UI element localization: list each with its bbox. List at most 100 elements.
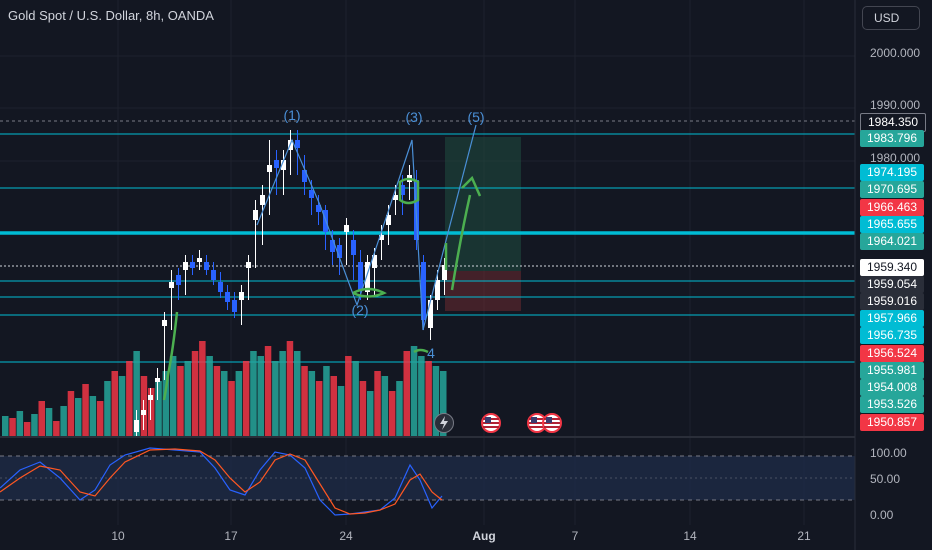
stoch-d-line <box>0 448 443 515</box>
candle-body <box>428 300 433 328</box>
volume-bar <box>184 361 191 436</box>
loss-zone <box>445 271 521 311</box>
price-badge: 1956.735 <box>860 327 924 344</box>
volume-bar <box>177 366 184 436</box>
candle-body <box>358 262 363 290</box>
volume-bar <box>250 351 257 436</box>
volume-bar <box>155 381 162 436</box>
volume-bar <box>242 361 250 436</box>
volume-bar <box>235 371 243 436</box>
volume-bar <box>9 418 16 436</box>
candle-body <box>169 282 174 288</box>
candle-body <box>260 195 265 205</box>
candle-body <box>253 210 258 220</box>
volume-bar <box>75 398 82 436</box>
candle-body <box>302 170 307 182</box>
candle-body <box>211 270 216 280</box>
green-arrow-line <box>450 194 472 291</box>
chart-title[interactable]: Gold Spot / U.S. Dollar, 8h, OANDA <box>8 8 214 23</box>
volume-bar <box>359 381 367 436</box>
volume-bar <box>257 356 264 436</box>
volume-bar <box>323 366 330 436</box>
date-tick: 21 <box>797 529 811 543</box>
candle-body <box>337 245 342 258</box>
green-arrow-head <box>461 175 482 197</box>
candle-body <box>309 190 314 198</box>
us-flag-icon[interactable] <box>481 413 501 433</box>
candle-body <box>435 280 440 300</box>
candle-body <box>330 240 335 252</box>
candle-body <box>148 395 153 400</box>
volume-bar <box>89 396 97 436</box>
candle-body <box>365 262 370 292</box>
volume-bar <box>133 351 140 436</box>
volume-bar <box>294 351 301 436</box>
volume-bar <box>162 371 170 436</box>
volume-bar <box>388 391 396 436</box>
price-tick: 1990.000 <box>870 98 921 112</box>
candle-body <box>176 275 181 285</box>
price-tick: 2000.000 <box>870 46 921 60</box>
date-tick: 7 <box>571 529 579 543</box>
oscillator-tick: 0.00 <box>870 508 894 522</box>
price-badge: 1970.695 <box>860 181 924 198</box>
price-badge: 1984.350 <box>860 113 926 132</box>
us-flag-icon[interactable] <box>542 413 562 433</box>
candle-body <box>421 262 426 320</box>
volume-bar <box>118 376 126 436</box>
volume-bar <box>31 414 38 436</box>
candle-body <box>246 262 251 268</box>
wave-line <box>256 124 477 331</box>
volume-bar <box>440 371 447 436</box>
candle-body <box>141 410 146 415</box>
volume-bar <box>272 361 279 436</box>
wave-label-5[interactable]: (5) <box>467 109 485 125</box>
price-badge: 1956.524 <box>860 345 924 362</box>
green-circle-2 <box>352 287 387 298</box>
profit-zone <box>445 137 521 271</box>
volume-bar <box>418 356 425 436</box>
volume-bar <box>67 391 75 436</box>
volume-bar <box>96 401 104 436</box>
volume-bar <box>38 401 45 436</box>
lightning-icon[interactable] <box>434 413 454 433</box>
volume-bar <box>206 356 213 436</box>
volume-bar <box>345 356 352 436</box>
volume-bar <box>352 361 359 436</box>
elliott-wave-drawing[interactable] <box>162 124 482 401</box>
price-badge: 1954.008 <box>860 379 924 396</box>
volume-bar <box>213 366 221 436</box>
candlesticks <box>134 130 447 436</box>
candle-body <box>204 262 209 270</box>
price-badge: 1959.340 <box>860 259 924 276</box>
candle-body <box>316 205 321 212</box>
price-badge: 1965.655 <box>860 216 924 233</box>
candle-body <box>162 320 167 326</box>
candle-body <box>393 195 398 200</box>
wave-label-1[interactable]: (1) <box>283 107 301 123</box>
price-badge: 1955.981 <box>860 362 924 379</box>
volume-bar <box>23 422 31 436</box>
candle-body <box>225 292 230 302</box>
wave-label-3[interactable]: (3) <box>405 109 423 125</box>
date-tick: 10 <box>111 529 125 543</box>
wave-label-2[interactable]: (2) <box>351 302 369 318</box>
stoch-k-line <box>0 447 443 516</box>
candle-body <box>442 265 447 280</box>
volume-bar <box>228 381 235 436</box>
candle-body <box>344 225 349 232</box>
price-badge: 1957.966 <box>860 310 924 327</box>
volume-bar <box>221 371 228 436</box>
price-badge: 1953.526 <box>860 396 924 413</box>
price-badge: 1964.021 <box>860 233 924 250</box>
wave-label-4[interactable]: 4 <box>427 345 435 361</box>
price-badge: 1950.857 <box>860 414 924 431</box>
currency-button[interactable]: USD <box>862 6 920 30</box>
volume-bar <box>53 421 60 436</box>
volume-bar <box>425 361 432 436</box>
price-badge: 1959.016 <box>860 293 924 310</box>
date-tick: 14 <box>683 529 697 543</box>
date-tick-month: Aug <box>472 529 496 543</box>
horizontal-levels[interactable] <box>0 120 855 363</box>
